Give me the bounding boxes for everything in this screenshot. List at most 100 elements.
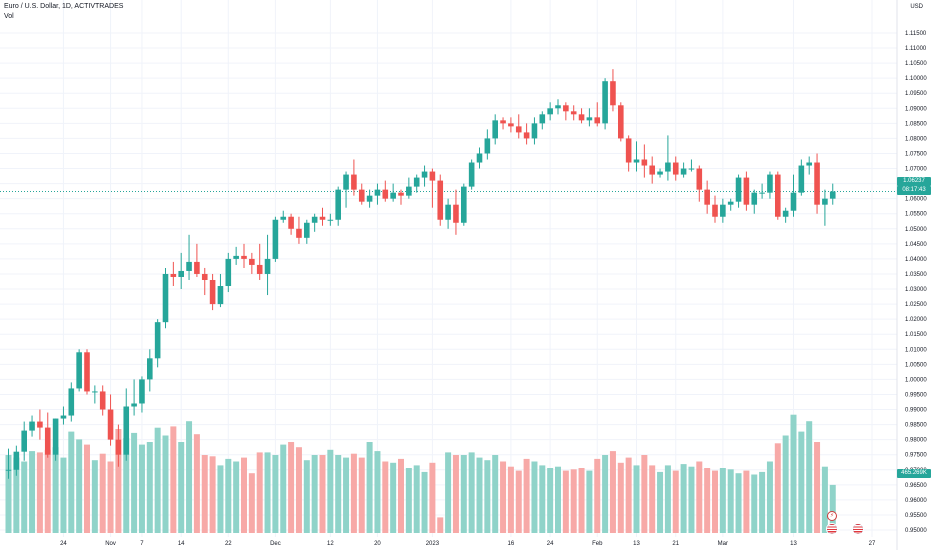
candle-body [131, 403, 137, 407]
volume-bar [562, 470, 569, 533]
volume-bar [664, 465, 671, 533]
candle-body [586, 117, 593, 121]
volume-bar [531, 461, 538, 533]
candle-body [610, 81, 616, 106]
volume-bar [280, 444, 287, 533]
candle-body [76, 352, 82, 389]
candle-body [539, 114, 546, 124]
candle-body [92, 391, 98, 393]
lightning-icon[interactable]: ⚡ [827, 511, 837, 521]
volume-bar [288, 442, 295, 533]
candle-body [52, 418, 59, 455]
candle-body [390, 192, 396, 199]
candle-body [743, 177, 750, 205]
time-tick-label: 22 [225, 541, 232, 547]
candle-body [641, 159, 648, 166]
volume-bar [657, 471, 664, 533]
candle-body [712, 204, 718, 217]
volume-value-tag: 465.269K [897, 469, 931, 478]
candle-body [798, 165, 805, 193]
volume-bar [547, 468, 554, 533]
candle-body [249, 258, 255, 265]
volume-bars [5, 414, 836, 533]
volume-bar [123, 438, 130, 533]
volume-bar [790, 414, 797, 533]
price-tick-label: 1.08500 [905, 121, 927, 127]
volume-bar [413, 465, 420, 533]
candle-body [296, 228, 302, 238]
us-flag-icon[interactable] [826, 523, 838, 535]
volume-bar [523, 458, 530, 533]
candle-body [790, 192, 797, 211]
price-tick-label: 1.07000 [905, 167, 927, 173]
volume-bar [374, 451, 381, 533]
volume-bar [390, 462, 397, 533]
volume-bar [798, 431, 805, 533]
volume-bar [814, 442, 821, 533]
candle-body [107, 409, 114, 440]
volume-bar [311, 455, 318, 533]
candle-body [241, 255, 247, 259]
candle-body [492, 120, 498, 139]
candle-body [68, 388, 75, 416]
candle-body [437, 180, 444, 220]
candle-body [704, 189, 710, 205]
price-tick-label: 0.96500 [905, 483, 927, 489]
volume-bar [774, 443, 781, 533]
volume-bar [217, 465, 224, 533]
candle-body [775, 174, 781, 217]
candle-body [751, 192, 758, 205]
candle-body [99, 391, 106, 410]
time-tick-label: 20 [374, 541, 381, 547]
price-tick-label: 1.01500 [905, 332, 927, 338]
chart-title: Euro / U.S. Dollar, 1D, ACTIVTRADES [4, 3, 124, 10]
volume-label: Vol [4, 13, 14, 20]
volume-bar [44, 449, 51, 533]
candle-body [233, 255, 239, 259]
candle-body [304, 222, 310, 238]
price-tick-label: 1.11500 [905, 31, 927, 37]
volume-bar [515, 470, 522, 533]
volume-bar [68, 431, 75, 533]
candle-body [406, 186, 412, 196]
volume-bar [539, 465, 546, 533]
volume-bar [398, 458, 404, 533]
us-flag-icon[interactable] [852, 523, 864, 535]
candle-body [453, 204, 459, 223]
price-tick-label: 1.00000 [905, 377, 927, 383]
candle-body [194, 261, 200, 274]
volume-bar [186, 421, 193, 533]
candles[interactable] [5, 69, 836, 479]
price-tick-label: 1.04500 [905, 242, 927, 248]
time-tick-label: Feb [592, 541, 603, 547]
volume-bar [452, 455, 459, 533]
candle-body [280, 216, 287, 220]
volume-bar [241, 457, 247, 533]
candle-body [720, 204, 726, 217]
volume-bar [319, 455, 326, 533]
price-tick-label: 1.08000 [905, 136, 927, 142]
candle-body [727, 201, 734, 205]
volume-bar [233, 461, 240, 533]
candle-body [594, 117, 601, 124]
volume-bar [225, 458, 232, 533]
volume-bar [366, 442, 373, 533]
candle-body [688, 168, 695, 170]
volume-bar [594, 458, 601, 533]
volume-bar [131, 432, 138, 533]
volume-bar [712, 470, 718, 533]
candle-body [814, 162, 820, 205]
volume-bar [350, 453, 357, 533]
volume-bar [727, 469, 734, 533]
candle-body [570, 111, 577, 115]
volume-bar [735, 473, 742, 533]
volume-bar [146, 442, 153, 533]
time-tick-label: 16 [508, 541, 515, 547]
volume-bar [649, 465, 656, 533]
candle-body [563, 105, 569, 112]
candle-body [115, 439, 122, 455]
candle-body [84, 352, 90, 392]
price-axis-ticks: 1.11500 1.11000 1.10500 1.10000 1.09500 1.090… [905, 31, 927, 534]
volume-bar [382, 461, 389, 533]
